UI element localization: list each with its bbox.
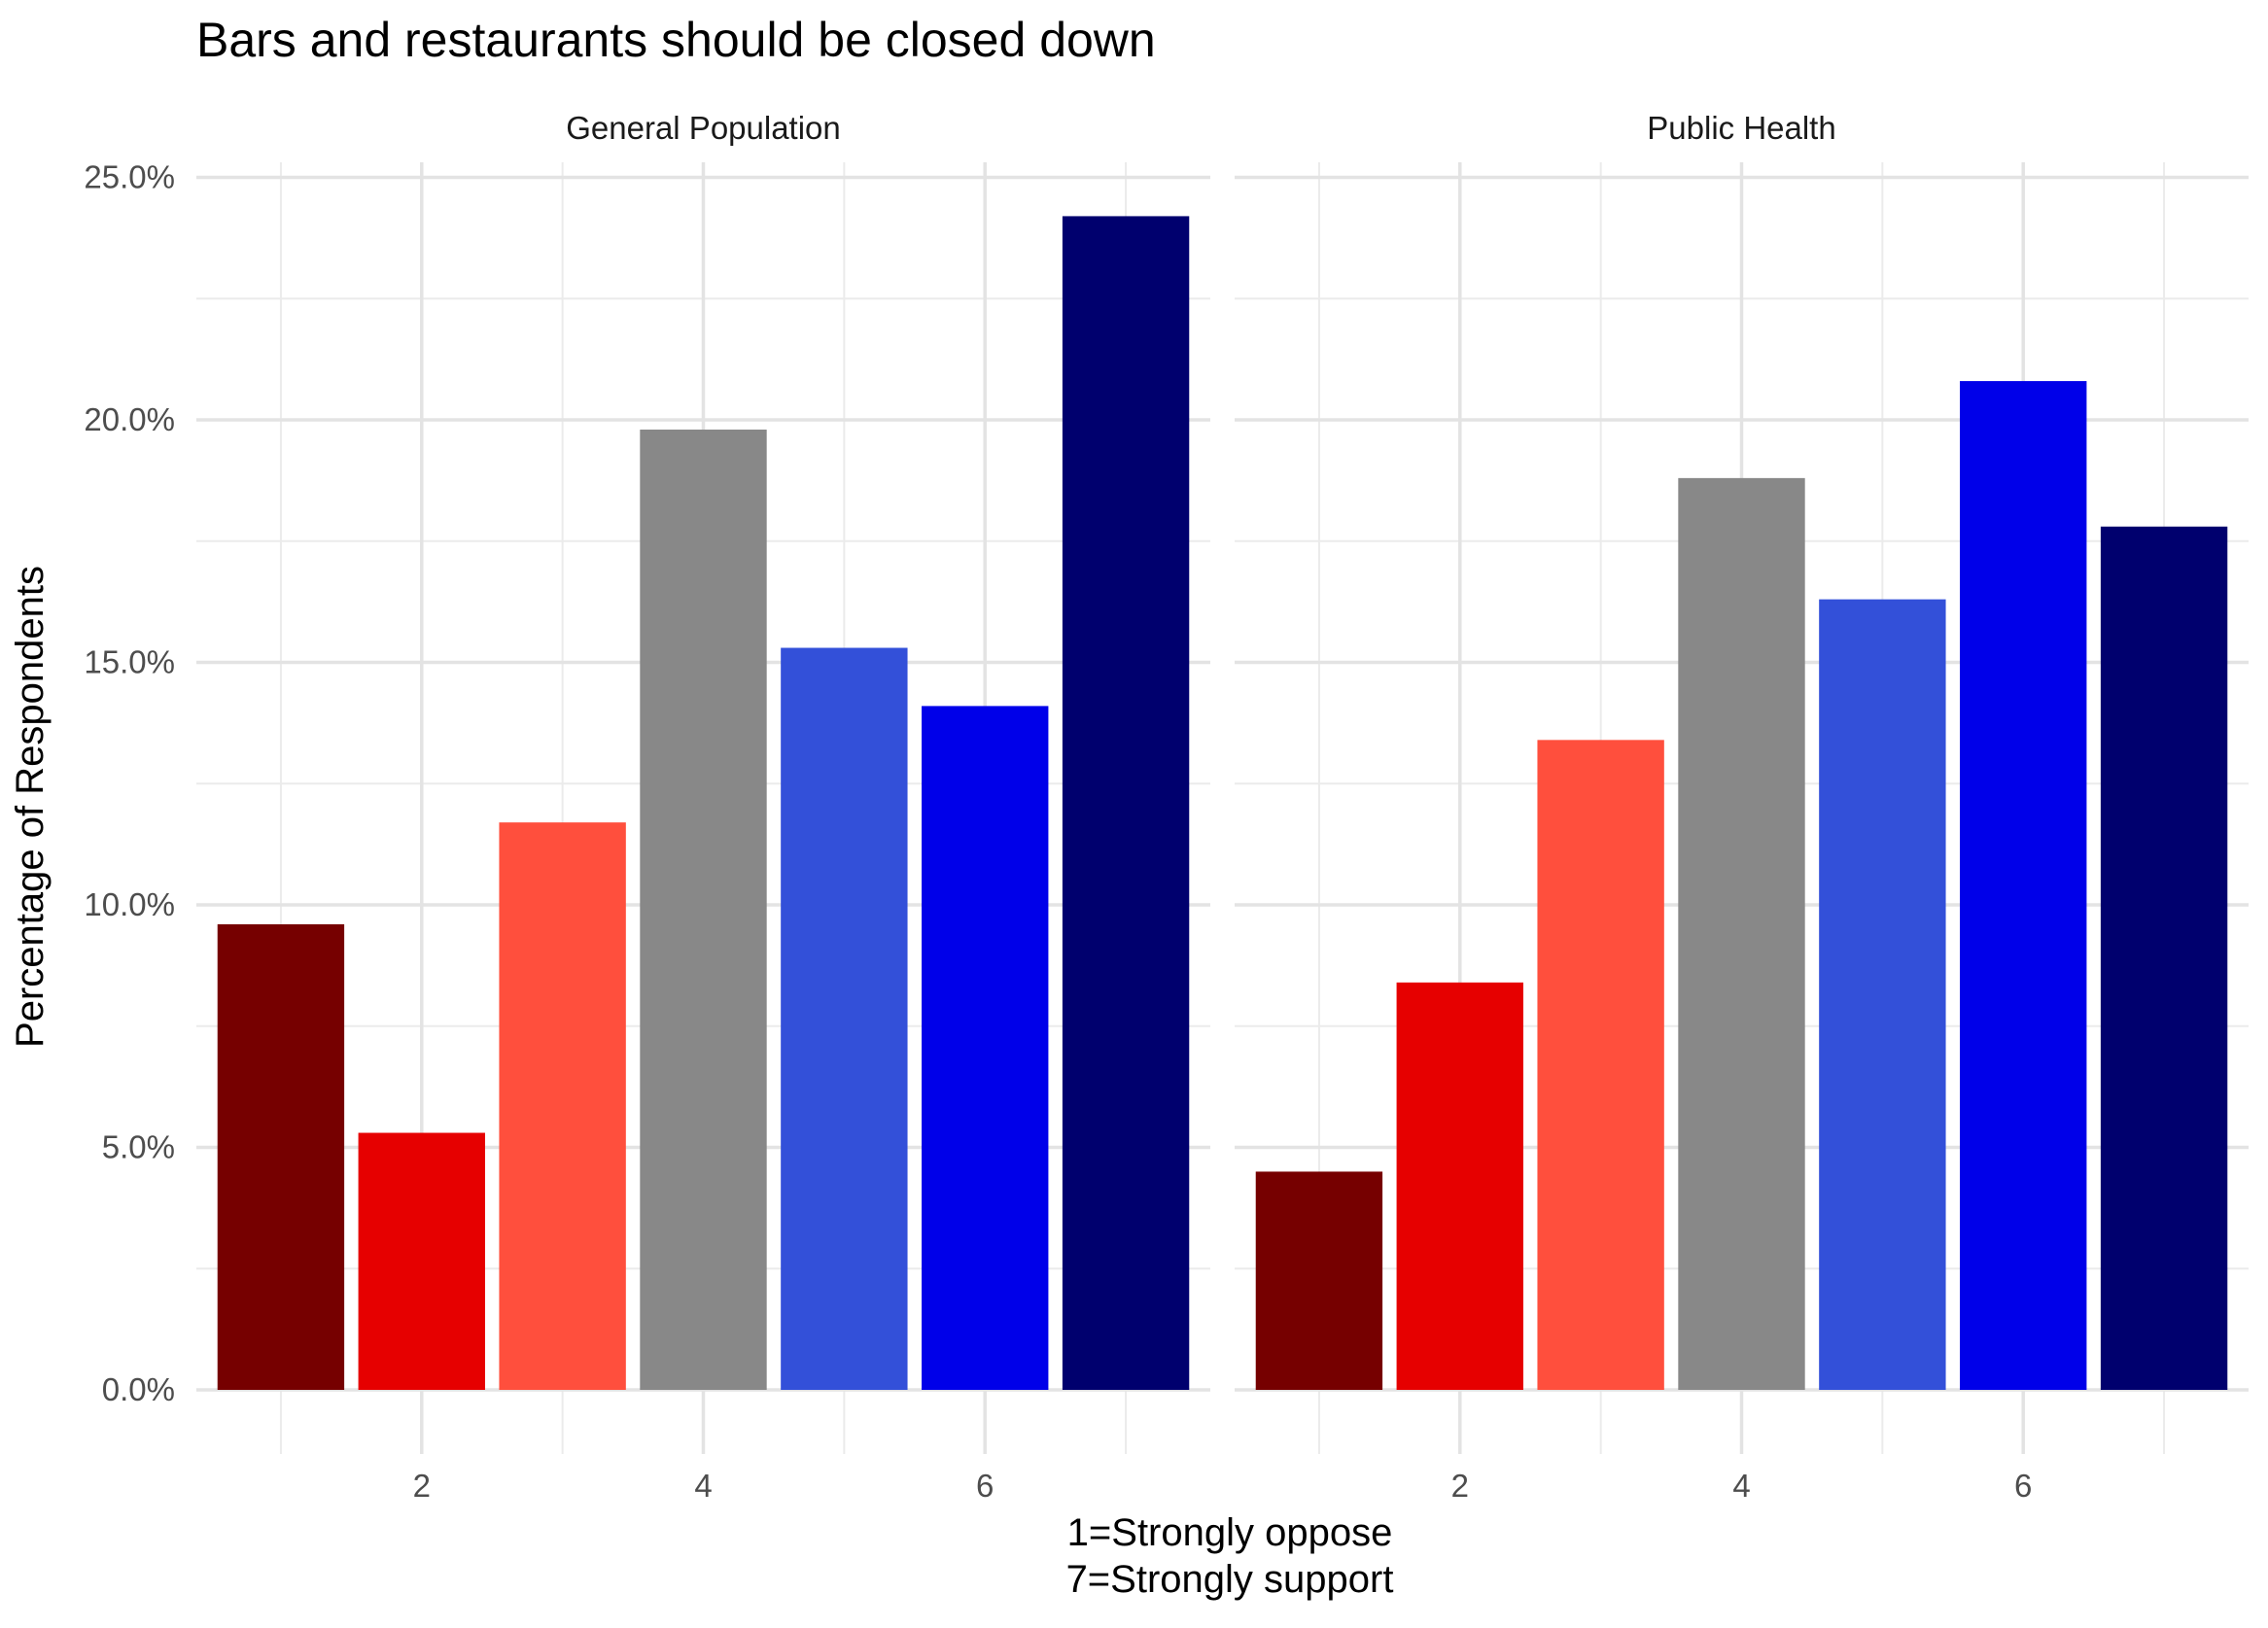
bar-7 [2100,526,2228,1390]
bar-4 [640,429,767,1391]
bar-1 [217,923,345,1390]
bar-6 [1960,381,2087,1391]
panel-1: General Population 2 4 6 [196,110,1210,1504]
facet-label: General Population [566,110,841,146]
panel-2: Public Health 2 4 6 [1235,110,2249,1504]
y-tick-label: 15.0% [84,644,175,680]
chart-title: Bars and restaurants should be closed do… [196,13,1156,67]
bar-5 [1819,599,1946,1390]
y-tick-label: 5.0% [102,1129,175,1165]
x-tick-label: 4 [1732,1468,1750,1504]
bar-3 [499,822,626,1390]
x-tick-label: 6 [2014,1468,2032,1504]
y-tick-label: 25.0% [84,159,175,195]
x-tick-label: 2 [413,1468,431,1504]
x-axis-label-line-1: 1=Strongly oppose [1067,1511,1393,1554]
facet-label: Public Health [1647,110,1835,146]
x-tick-label: 4 [694,1468,712,1504]
y-axis-label: Percentage of Respondents [9,566,52,1048]
bar-2 [1396,982,1523,1390]
x-tick-label: 6 [976,1468,994,1504]
bar-5 [781,647,908,1390]
bar-6 [922,706,1049,1390]
bar-1 [1255,1171,1383,1390]
bar-3 [1537,740,1664,1390]
y-tick-label: 10.0% [84,886,175,922]
x-axis-label-line-2: 7=Strongly support [1066,1558,1394,1601]
panels-layer: General Population 2 4 6 Public Health 2 4 6 0.0… [84,110,2249,1504]
bar-7 [1062,216,1190,1390]
x-tick-label: 2 [1451,1468,1469,1504]
bar-2 [358,1132,485,1390]
y-tick-label: 20.0% [84,401,175,437]
y-tick-label: 0.0% [102,1371,175,1407]
bar-4 [1678,477,1805,1390]
